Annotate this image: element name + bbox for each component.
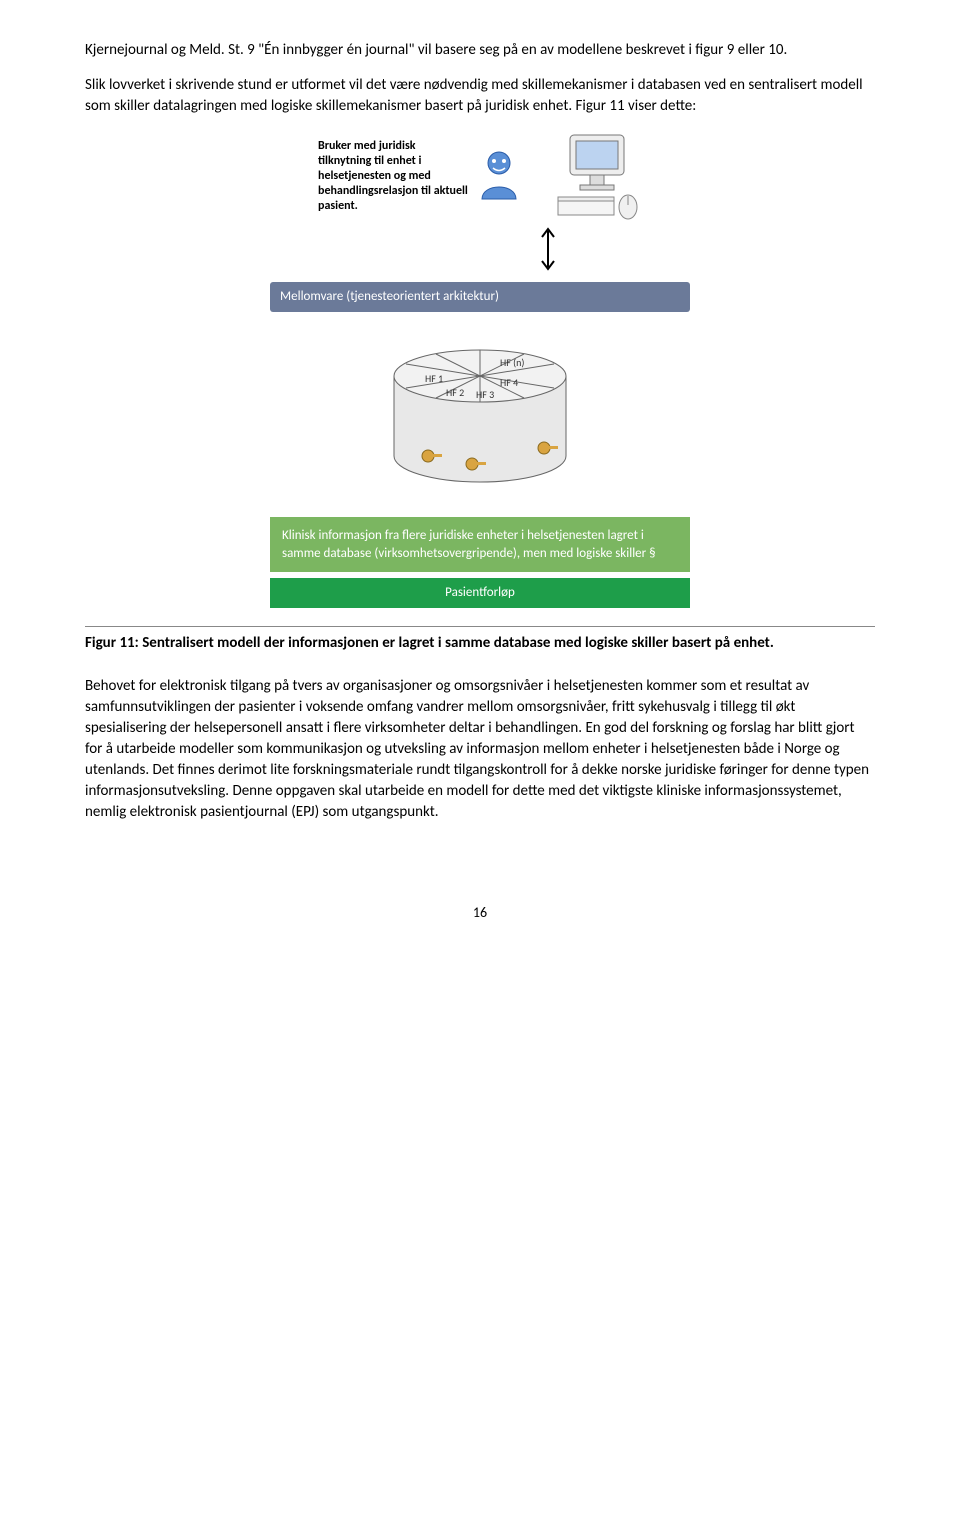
- paragraph-2: Slik lovverket i skrivende stund er utfo…: [85, 75, 875, 117]
- figure-rule: [85, 626, 875, 627]
- svg-text:HF 4: HF 4: [500, 376, 518, 389]
- figure-11-caption: Figur 11: Sentralisert modell der inform…: [85, 633, 875, 654]
- diagram-user-text: Bruker med juridisk tilknytning til enhe…: [318, 139, 468, 214]
- svg-text:HF 3: HF 3: [476, 388, 494, 401]
- figure-11-diagram: Bruker med juridisk tilknytning til enhe…: [85, 131, 875, 608]
- patient-flow-box: Pasientforløp: [270, 578, 690, 608]
- bidirectional-arrow-icon: [401, 225, 695, 276]
- middleware-box: Mellomvare (tjenesteorientert arkitektur…: [270, 282, 690, 312]
- computer-icon: [552, 131, 642, 221]
- svg-text:HF 2: HF 2: [446, 386, 464, 399]
- database-icon: HF 1 HF 2 HF 3 HF 4 HF (n): [380, 328, 580, 498]
- user-icon: [476, 149, 522, 203]
- paragraph-3: Behovet for elektronisk tilgang på tvers…: [85, 676, 875, 823]
- svg-text:HF (n): HF (n): [500, 356, 524, 369]
- svg-text:HF 1: HF 1: [425, 372, 443, 385]
- paragraph-1: Kjernejournal og Meld. St. 9 "Én innbygg…: [85, 40, 875, 61]
- page-number: 16: [85, 903, 875, 923]
- clinical-info-box: Klinisk informasjon fra flere juridiske …: [270, 517, 690, 572]
